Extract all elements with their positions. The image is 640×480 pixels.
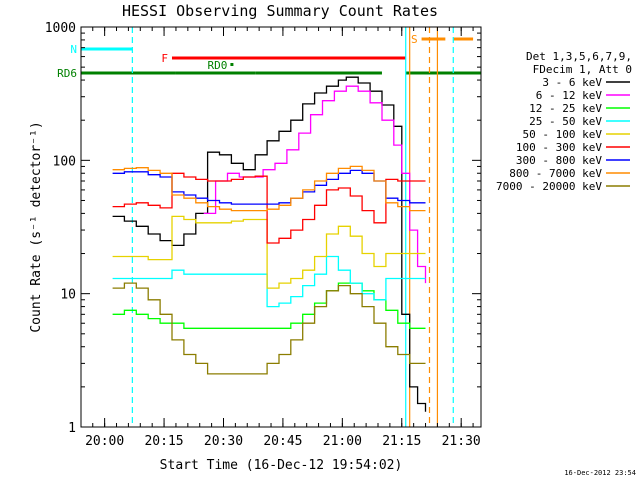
timestamp: 16-Dec-2012 23:54: [564, 469, 636, 477]
legend-label-25-50-kev: 25 - 50 keV: [529, 115, 602, 128]
x-tick-label: 21:00: [323, 434, 362, 449]
legend-label-3-6-kev: 3 - 6 keV: [542, 76, 602, 89]
legend-label-300-800-kev: 300 - 800 keV: [516, 154, 602, 167]
legend-header: FDecim 1, Att 0: [533, 63, 632, 76]
series-7000-20000-kev: [112, 282, 426, 375]
x-tick-label: 20:15: [144, 434, 183, 449]
data-series: [112, 76, 427, 412]
x-tick-label: 21:30: [442, 434, 481, 449]
flag-dot-rd0: [230, 63, 234, 66]
series-50-100-kev: [112, 215, 426, 289]
flag-label-s: S: [411, 33, 418, 46]
vertical-markers: [131, 27, 454, 427]
x-axis-label: Start Time (16-Dec-12 19:54:02): [160, 458, 403, 473]
series-100-300-kev: [112, 172, 426, 244]
legend-label-7000-20000-kev: 7000 - 20000 keV: [496, 180, 602, 193]
flag-label-rd0: RD0: [208, 59, 228, 72]
legend-label-50-100-kev: 50 - 100 keV: [523, 128, 603, 141]
legend-header: Det 1,3,5,6,7,9,: [526, 50, 632, 63]
x-tick-label: 20:30: [204, 434, 243, 449]
y-tick-label: 1000: [45, 21, 76, 36]
flag-label-rd6: RD6: [57, 67, 77, 80]
x-tick-label: 20:00: [85, 434, 124, 449]
series-25-50-kev: [112, 255, 426, 308]
legend-label-12-25-kev: 12 - 25 keV: [529, 102, 602, 115]
flag-bars: N S F RD0 RD6: [57, 33, 481, 80]
y-tick-label: 1: [68, 421, 76, 436]
series-800-7000-kev: [112, 165, 426, 212]
y-tick-label: 100: [53, 154, 76, 169]
legend: Det 1,3,5,6,7,9,FDecim 1, Att 03 - 6 keV…: [496, 50, 632, 193]
series-300-800-kev: [112, 169, 426, 205]
chart-title: HESSI Observing Summary Count Rates: [122, 2, 438, 20]
x-tick-label: 21:15: [382, 434, 421, 449]
legend-label-800-7000-kev: 800 - 7000 keV: [509, 167, 602, 180]
legend-label-100-300-kev: 100 - 300 keV: [516, 141, 602, 154]
y-axis: 1 10 100 1000: [45, 21, 481, 436]
x-axis: 20:00 20:15 20:30 20:45 21:00 21:15 21:30: [85, 27, 481, 449]
x-tick-label: 20:45: [263, 434, 302, 449]
plot-frame: [80, 26, 482, 428]
flag-label-f: F: [161, 52, 168, 65]
y-axis-label: Count Rate (s⁻¹ detector⁻¹): [29, 121, 44, 332]
series-3-6-kev: [112, 76, 427, 412]
y-tick-label: 10: [60, 288, 76, 303]
legend-label-6-12-kev: 6 - 12 keV: [536, 89, 603, 102]
flag-label-n: N: [70, 43, 77, 56]
